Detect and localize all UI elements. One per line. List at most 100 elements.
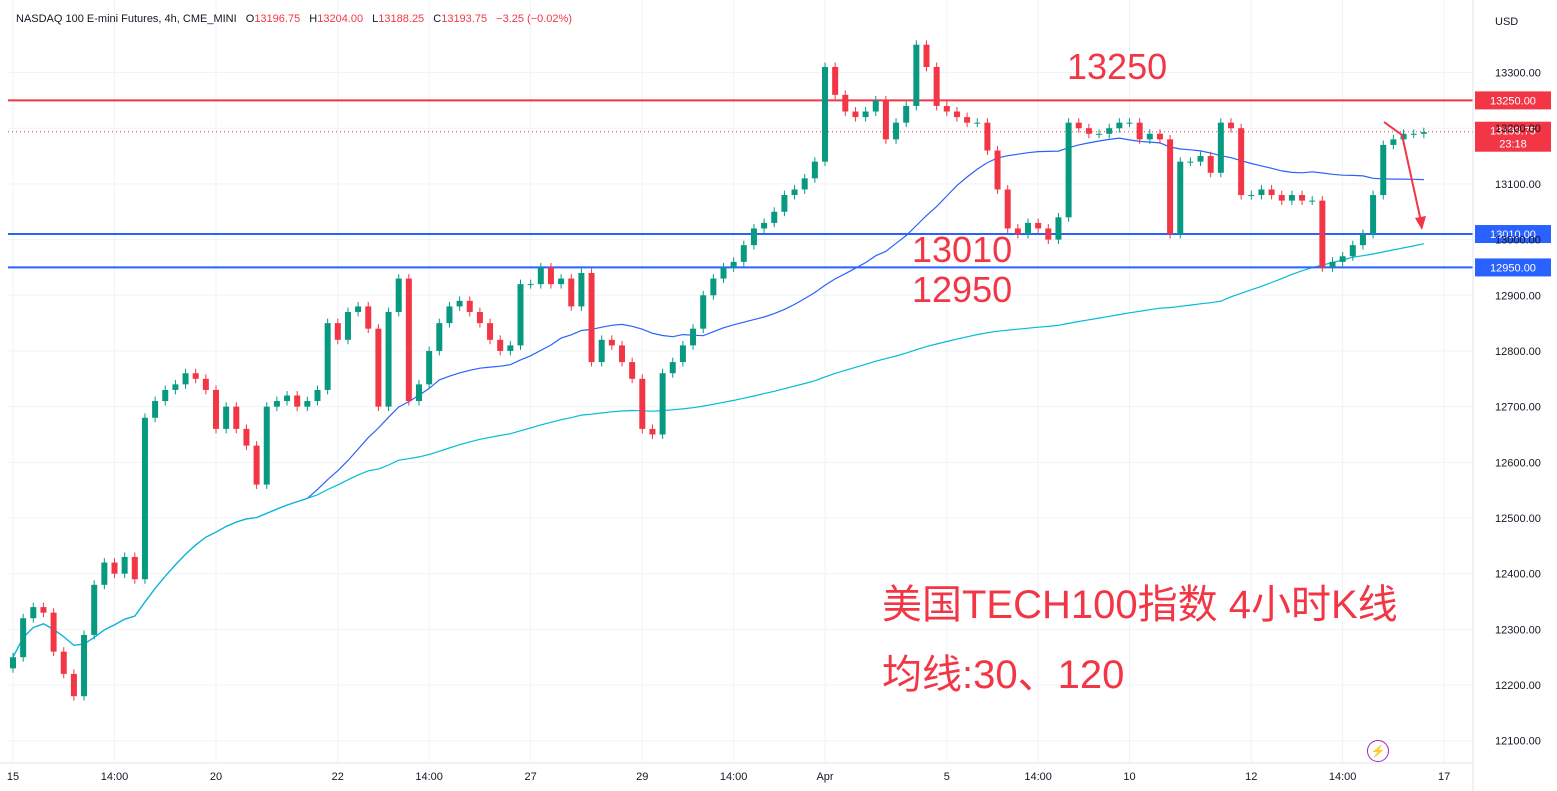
candle-body[interactable] <box>1167 139 1174 235</box>
candle-body[interactable] <box>1025 222 1031 235</box>
candle-body[interactable] <box>588 273 595 363</box>
candle-body[interactable] <box>832 66 839 95</box>
candle-body[interactable] <box>974 122 981 124</box>
candle-body[interactable] <box>679 345 686 363</box>
candle-body[interactable] <box>1116 122 1123 129</box>
candle-body[interactable] <box>730 261 737 268</box>
candle-body[interactable] <box>131 556 138 580</box>
candle-body[interactable] <box>324 323 331 390</box>
candle-body[interactable] <box>1228 122 1234 129</box>
candle-body[interactable] <box>111 562 118 574</box>
candle-body[interactable] <box>314 389 321 402</box>
candle-body[interactable] <box>1136 122 1143 140</box>
candle-body[interactable] <box>659 373 666 435</box>
candle-body[interactable] <box>30 607 37 619</box>
candle-body[interactable] <box>1278 195 1285 201</box>
candle-body[interactable] <box>953 111 960 118</box>
candle-body[interactable] <box>385 311 392 407</box>
candle-body[interactable] <box>466 300 473 312</box>
candle-body[interactable] <box>273 401 280 407</box>
candle-body[interactable] <box>791 189 798 196</box>
candle-body[interactable] <box>395 278 402 312</box>
candle-body[interactable] <box>517 284 524 346</box>
candle-body[interactable] <box>405 278 412 402</box>
candle-body[interactable] <box>416 384 422 402</box>
candle-body[interactable] <box>1288 195 1295 201</box>
candle-body[interactable] <box>1380 144 1387 196</box>
candle-body[interactable] <box>1309 200 1316 202</box>
candle-body[interactable] <box>1359 234 1366 246</box>
candle-body[interactable] <box>771 211 778 223</box>
candle-body[interactable] <box>182 373 189 385</box>
candle-body[interactable] <box>1248 195 1255 197</box>
candle-body[interactable] <box>619 345 625 363</box>
candle-body[interactable] <box>60 651 67 674</box>
candle-body[interactable] <box>1075 122 1082 129</box>
candle-body[interactable] <box>365 306 372 329</box>
candle-body[interactable] <box>436 323 443 351</box>
candle-body[interactable] <box>527 284 534 286</box>
candle-body[interactable] <box>1370 195 1377 235</box>
candle-body[interactable] <box>1410 133 1417 135</box>
candle-body[interactable] <box>1156 133 1163 140</box>
candle-body[interactable] <box>20 618 27 658</box>
candle-body[interactable] <box>1065 122 1072 218</box>
candle-body[interactable] <box>700 295 707 329</box>
candle-body[interactable] <box>70 673 77 697</box>
candle-body[interactable] <box>1349 245 1356 257</box>
candle-body[interactable] <box>1400 133 1407 140</box>
candle-body[interactable] <box>162 389 169 402</box>
candle-body[interactable] <box>1085 128 1092 134</box>
candle-body[interactable] <box>943 105 950 112</box>
candle-body[interactable] <box>933 66 940 106</box>
candle-body[interactable] <box>964 117 971 123</box>
candle-body[interactable] <box>882 100 889 140</box>
candle-body[interactable] <box>1339 256 1346 262</box>
candle-body[interactable] <box>355 306 362 312</box>
candle-body[interactable] <box>1238 128 1245 196</box>
candle-body[interactable] <box>811 161 818 179</box>
candle-body[interactable] <box>629 362 636 379</box>
candle-body[interactable] <box>913 44 920 106</box>
candle-body[interactable] <box>141 417 148 580</box>
candle-body[interactable] <box>923 44 930 67</box>
candle-body[interactable] <box>1146 133 1153 140</box>
candle-body[interactable] <box>1126 122 1133 124</box>
candle-body[interactable] <box>720 267 727 279</box>
candle-body[interactable] <box>263 406 270 485</box>
candle-body[interactable] <box>304 401 311 407</box>
candle-body[interactable] <box>852 111 859 118</box>
candle-body[interactable] <box>710 278 717 296</box>
candle-body[interactable] <box>984 122 991 151</box>
candle-body[interactable] <box>1420 132 1427 134</box>
candle-body[interactable] <box>669 362 676 374</box>
candle-body[interactable] <box>801 178 808 190</box>
candle-body[interactable] <box>578 273 585 307</box>
candle-body[interactable] <box>172 384 179 390</box>
candle-body[interactable] <box>1096 133 1103 135</box>
candle-body[interactable] <box>608 339 615 346</box>
candle-body[interactable] <box>862 111 869 118</box>
candle-body[interactable] <box>1177 161 1184 235</box>
candle-body[interactable] <box>994 150 1001 190</box>
candle-body[interactable] <box>446 306 453 324</box>
candle-body[interactable] <box>152 401 159 418</box>
candle-body[interactable] <box>213 389 219 429</box>
candle-body[interactable] <box>1319 200 1326 268</box>
candle-body[interactable] <box>1268 189 1275 196</box>
candle-body[interactable] <box>1106 128 1113 134</box>
candle-body[interactable] <box>872 100 879 112</box>
candle-body[interactable] <box>334 323 341 340</box>
candle-body[interactable] <box>558 278 565 285</box>
candle-body[interactable] <box>426 350 433 385</box>
candle-body[interactable] <box>1217 122 1224 173</box>
candle-body[interactable] <box>81 634 88 697</box>
candle-body[interactable] <box>1035 222 1042 229</box>
candle-body[interactable] <box>842 94 849 112</box>
candle-body[interactable] <box>903 105 910 123</box>
candle-body[interactable] <box>1299 195 1306 201</box>
candle-body[interactable] <box>537 267 544 285</box>
candle-body[interactable] <box>40 607 47 613</box>
